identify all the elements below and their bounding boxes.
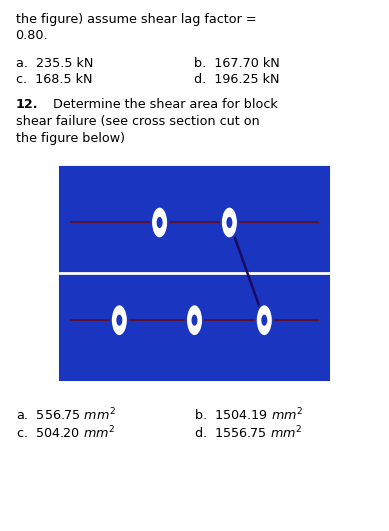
Text: Determine the shear area for block: Determine the shear area for block <box>53 98 277 111</box>
Ellipse shape <box>256 304 273 336</box>
Bar <box>60 167 329 380</box>
Ellipse shape <box>186 304 203 336</box>
Text: b.  167.70 kN: b. 167.70 kN <box>194 57 280 70</box>
Text: a.  556.75 $\mathit{mm}^2$: a. 556.75 $\mathit{mm}^2$ <box>16 406 116 423</box>
Text: c.  168.5 kN: c. 168.5 kN <box>16 73 92 86</box>
Text: b.  1504.19 $\mathit{mm}^2$: b. 1504.19 $\mathit{mm}^2$ <box>194 406 304 423</box>
Text: 12.: 12. <box>16 98 38 111</box>
Ellipse shape <box>151 207 168 238</box>
Ellipse shape <box>111 304 128 336</box>
Text: a.  235.5 kN: a. 235.5 kN <box>16 57 93 70</box>
Text: shear failure (see cross section cut on: shear failure (see cross section cut on <box>16 115 259 128</box>
Ellipse shape <box>191 314 198 326</box>
Ellipse shape <box>226 217 232 228</box>
Ellipse shape <box>221 207 238 238</box>
Text: 0.80.: 0.80. <box>16 29 48 42</box>
Ellipse shape <box>116 314 122 326</box>
Text: the figure below): the figure below) <box>16 132 124 145</box>
Text: d.  196.25 kN: d. 196.25 kN <box>194 73 280 86</box>
Text: c.  504.20 $\mathit{mm}^2$: c. 504.20 $\mathit{mm}^2$ <box>16 425 115 441</box>
Text: the figure) assume shear lag factor =: the figure) assume shear lag factor = <box>16 13 256 26</box>
Text: d.  1556.75 $\mathit{mm}^2$: d. 1556.75 $\mathit{mm}^2$ <box>194 425 303 441</box>
Ellipse shape <box>261 314 267 326</box>
Ellipse shape <box>157 217 163 228</box>
